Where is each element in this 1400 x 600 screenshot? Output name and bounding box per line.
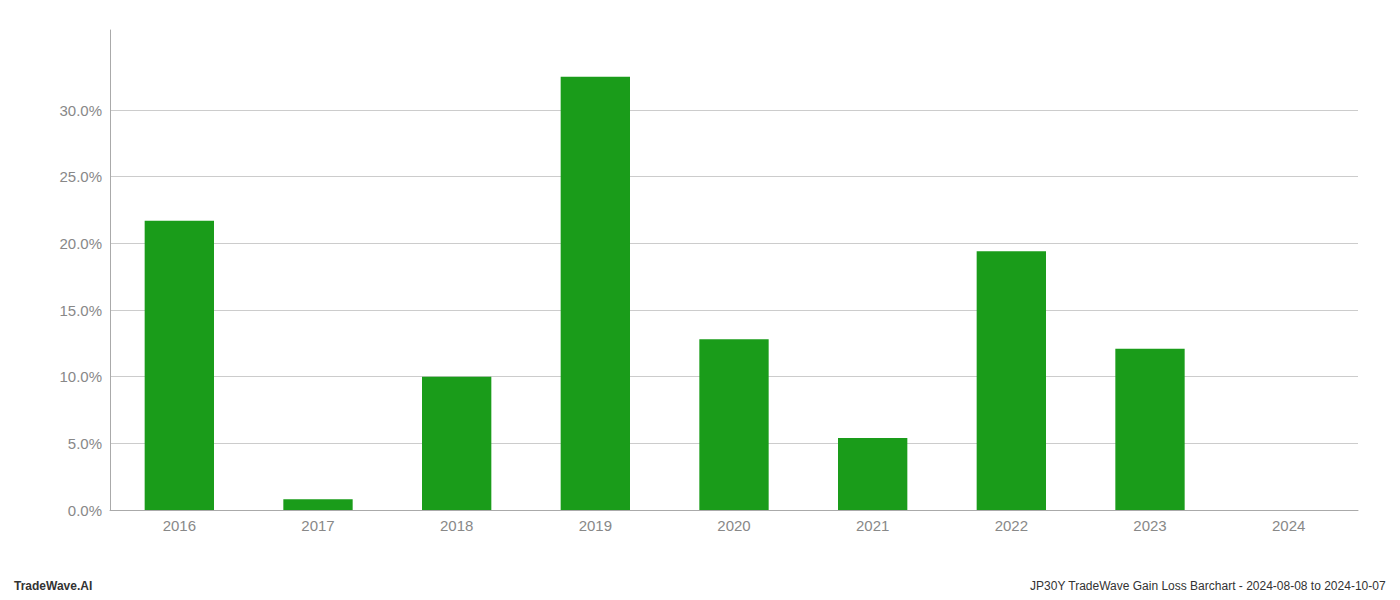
svg-text:2024: 2024 <box>1272 517 1305 534</box>
svg-text:30.0%: 30.0% <box>59 102 102 119</box>
svg-text:2019: 2019 <box>579 517 612 534</box>
svg-text:25.0%: 25.0% <box>59 168 102 185</box>
svg-text:2023: 2023 <box>1133 517 1166 534</box>
svg-text:TradeWave.AI: TradeWave.AI <box>14 579 92 593</box>
svg-text:20.0%: 20.0% <box>59 235 102 252</box>
svg-text:2017: 2017 <box>301 517 334 534</box>
svg-text:0.0%: 0.0% <box>68 502 102 519</box>
svg-text:2021: 2021 <box>856 517 889 534</box>
svg-text:15.0%: 15.0% <box>59 302 102 319</box>
svg-text:2018: 2018 <box>440 517 473 534</box>
svg-text:2020: 2020 <box>717 517 750 534</box>
svg-text:10.0%: 10.0% <box>59 368 102 385</box>
svg-text:2016: 2016 <box>163 517 196 534</box>
svg-text:JP30Y TradeWave Gain Loss Barc: JP30Y TradeWave Gain Loss Barchart - 202… <box>1030 579 1386 593</box>
svg-text:5.0%: 5.0% <box>68 435 102 452</box>
svg-text:2022: 2022 <box>995 517 1028 534</box>
